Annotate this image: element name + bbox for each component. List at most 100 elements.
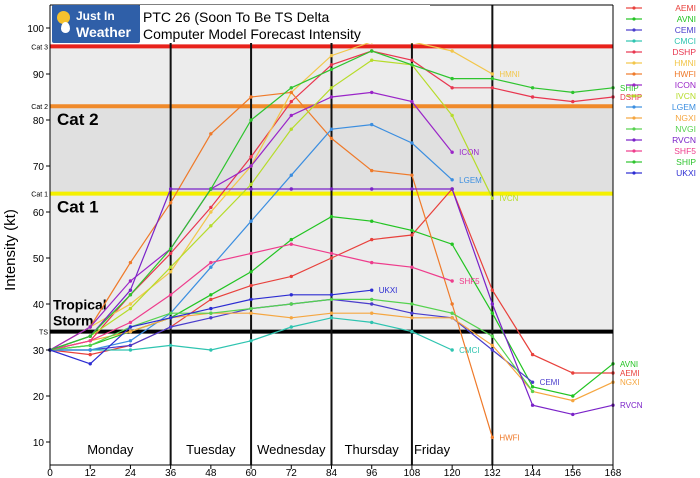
data-point [249,182,253,187]
data-point [370,219,374,223]
data-point [128,348,133,352]
category-tick-label: TS [39,330,48,337]
day-label: Thursday [345,442,400,457]
data-point [249,219,253,223]
data-point [289,187,293,191]
data-point [209,224,213,228]
series-end-label: ICON [459,148,479,157]
data-point [209,297,213,302]
data-point [249,251,253,256]
series-end-label: HWFI [499,433,519,442]
data-point [168,265,173,269]
data-point [209,265,213,269]
data-point [370,58,374,62]
data-point [530,403,535,407]
data-point [329,127,334,131]
legend-label: AEMI [675,3,696,13]
series-line [49,91,493,438]
data-point [168,293,173,297]
data-point [289,90,293,95]
data-point [571,398,575,403]
data-point [289,173,293,177]
title-line-2: Computer Model Forecast Intensity [143,26,361,42]
legend-label: NVGI [675,124,696,134]
data-point [370,311,374,315]
data-point [530,352,535,357]
data-point [410,228,414,233]
data-point [450,302,454,306]
x-tick-label: 168 [605,468,622,478]
data-point [490,288,495,292]
data-point [370,297,374,302]
data-point [490,302,495,306]
data-point [168,343,173,348]
data-point [329,316,334,320]
data-point [329,311,334,315]
category-name-label: Cat 2 [57,110,99,129]
data-point [490,196,495,200]
data-point [289,86,293,90]
data-point [289,302,293,306]
data-point [249,270,253,274]
day-label: Wednesday [257,442,326,457]
x-tick-label: 132 [484,468,501,478]
legend-marker [632,116,636,120]
data-point [168,316,173,320]
title-line-1: PTC 26 (Soon To Be TS Delta [143,9,330,25]
series-end-label: AEMI [620,369,640,378]
data-point [410,99,414,104]
legend-marker [632,6,636,10]
series-end-label: HMNI [499,70,519,79]
data-point [450,279,454,283]
data-point [289,274,293,279]
x-tick-label: 84 [326,468,338,478]
data-point [88,362,92,366]
category-name-label: Tropical [53,297,107,313]
data-point [450,311,454,315]
data-point [410,316,414,320]
data-point [329,293,334,297]
data-point [249,155,253,159]
data-point [329,136,334,141]
data-point [88,334,92,338]
series-end-label: IVCN [499,194,518,203]
data-point [571,371,575,375]
data-point [289,316,293,320]
x-tick-label: 12 [85,468,97,478]
category-name-label: Storm [53,313,93,329]
y-tick-label: 20 [33,392,45,403]
y-tick-label: 100 [27,24,44,35]
logo: Just In Weather [52,5,140,43]
data-point [329,251,334,256]
y-tick-label: 60 [33,208,45,219]
data-point [329,187,334,191]
data-point [450,76,454,81]
legend-label: HMNI [674,58,696,68]
series-end-label: NGXI [620,378,640,387]
data-point [249,164,253,168]
data-point [209,306,213,311]
data-point [571,394,575,398]
legend-marker [632,94,636,98]
y-tick-label: 40 [33,300,45,311]
y-tick-label: 90 [33,70,45,81]
data-point [128,260,133,265]
data-point [289,325,293,329]
legend-marker [632,28,636,32]
data-point [490,86,495,90]
data-point [128,339,133,343]
data-point [490,435,495,440]
legend-label: RVCN [672,135,696,145]
data-point [410,63,414,67]
data-point [450,242,454,246]
data-point [168,247,173,251]
data-point [249,297,253,302]
x-tick-label: 0 [47,468,53,478]
x-tick-label: 156 [564,468,581,478]
x-tick-label: 120 [444,468,461,478]
legend-marker [632,171,636,175]
data-point [410,187,414,191]
data-point [571,412,575,417]
